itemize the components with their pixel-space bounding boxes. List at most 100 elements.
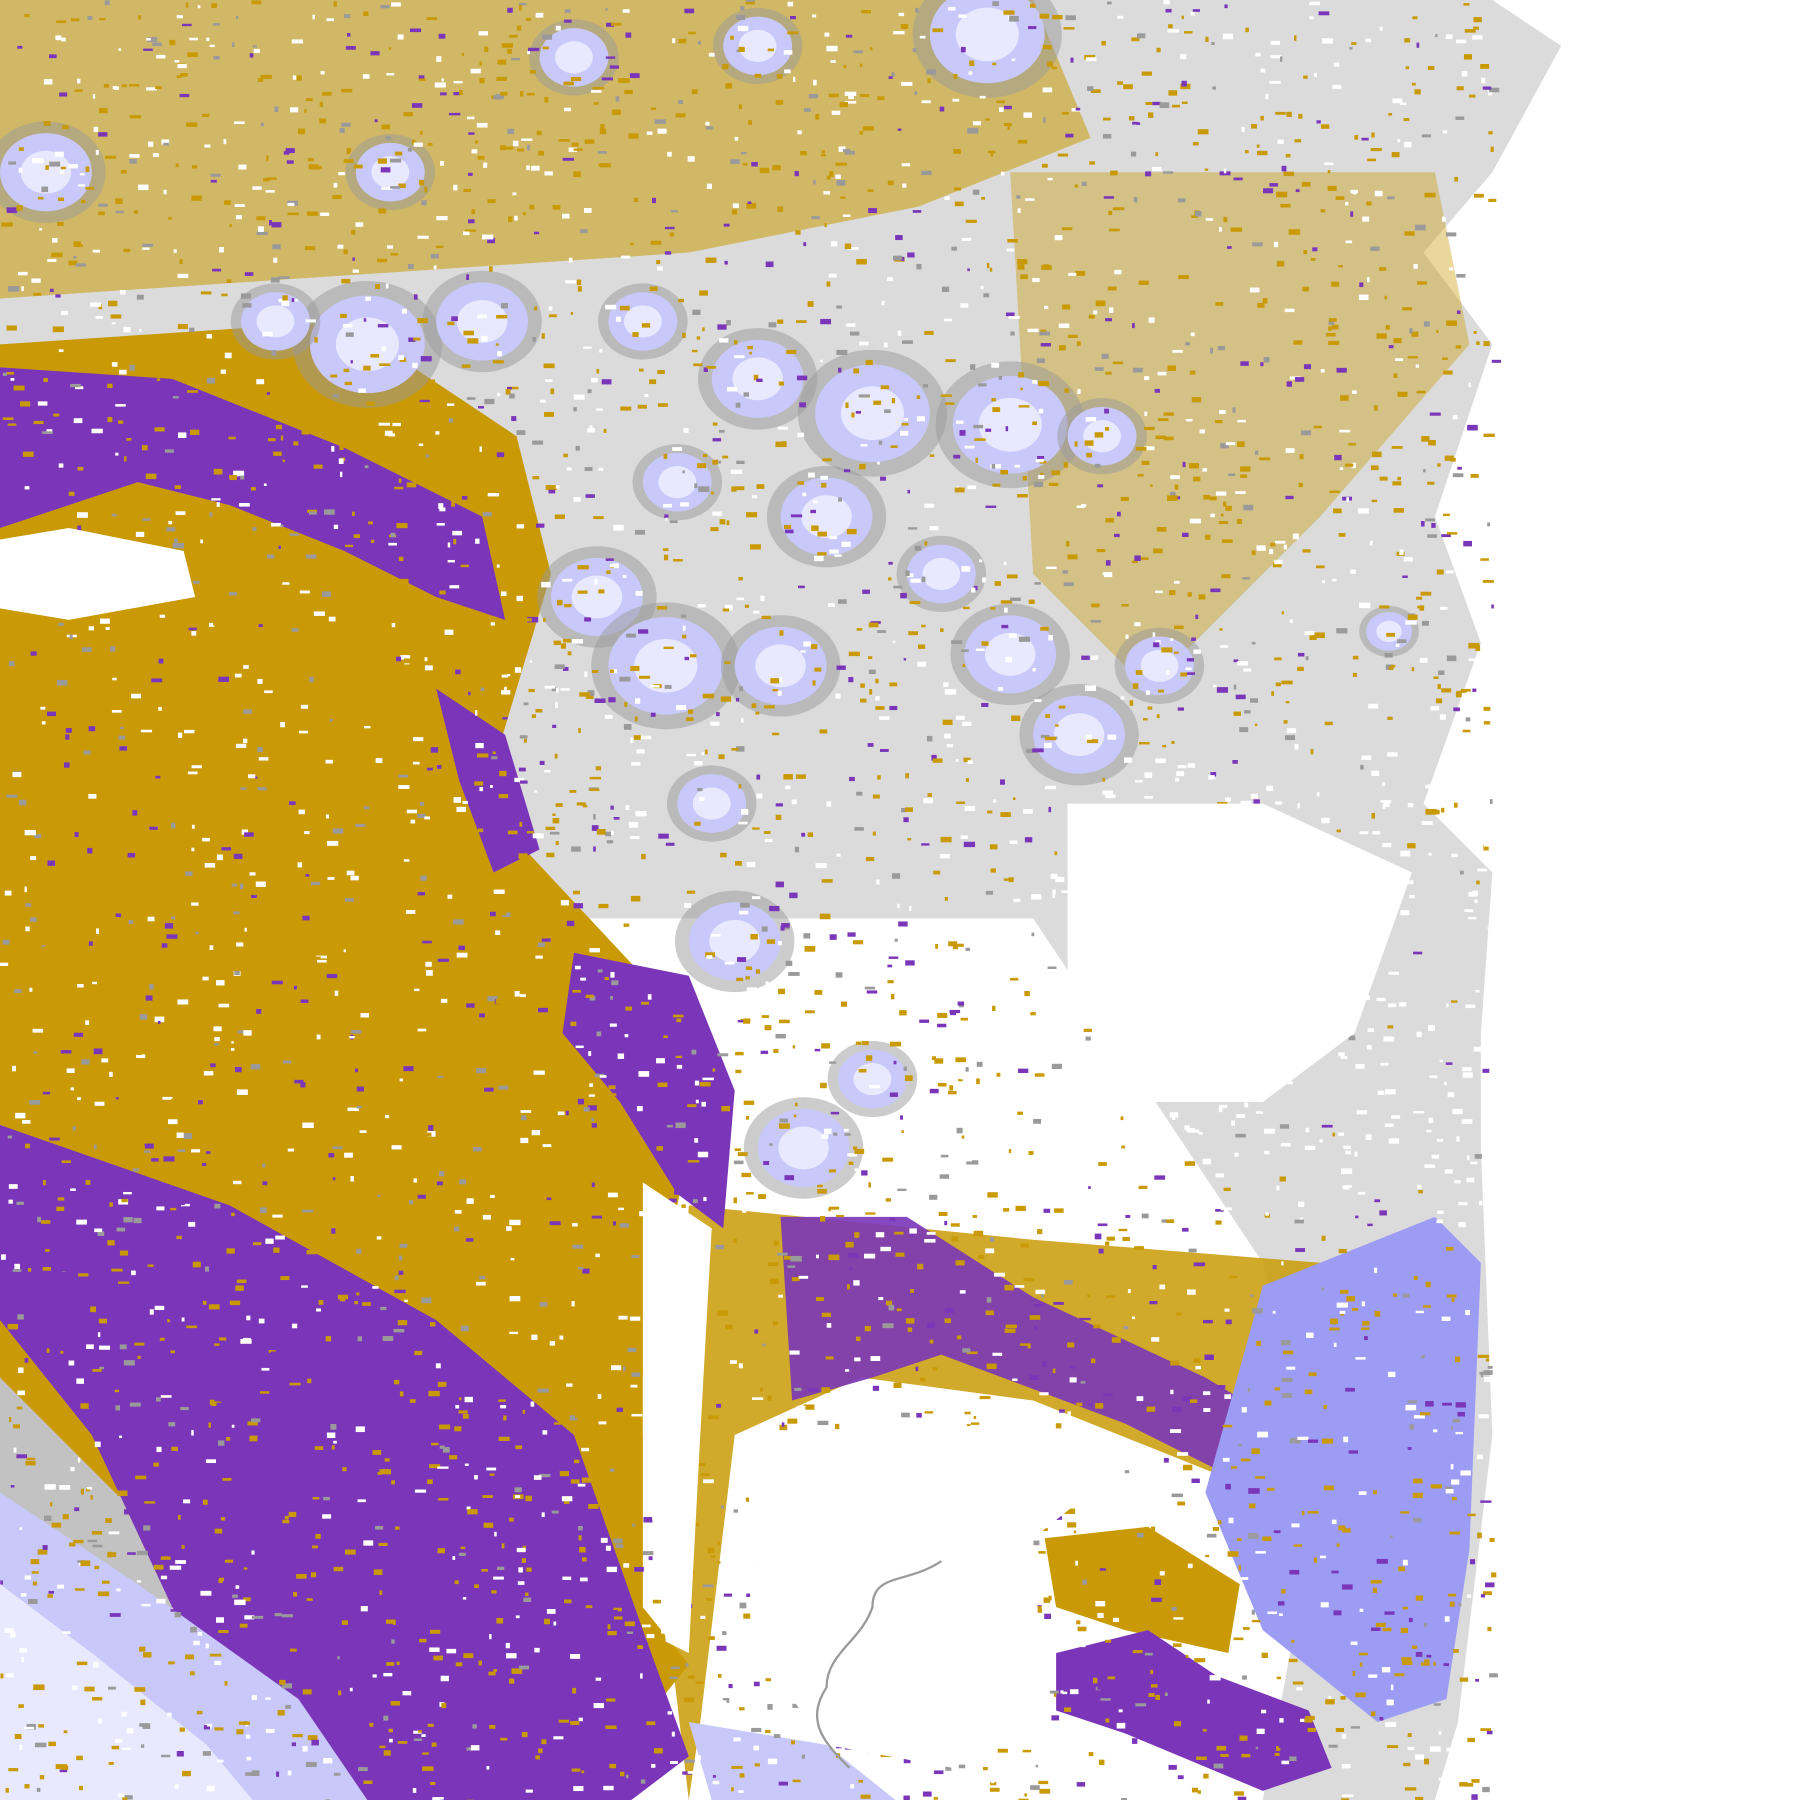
speckle xyxy=(458,1397,462,1401)
speckle xyxy=(1352,390,1357,395)
speckle xyxy=(888,561,893,565)
speckle xyxy=(1390,1535,1393,1539)
speckle xyxy=(960,46,966,53)
cloud-cell xyxy=(571,575,623,619)
speckle xyxy=(577,590,588,594)
speckle xyxy=(1069,1689,1079,1695)
speckle xyxy=(1305,1127,1310,1133)
speckle xyxy=(830,60,836,63)
speckle xyxy=(1182,1396,1192,1402)
speckle xyxy=(1039,1788,1051,1794)
speckle xyxy=(111,362,118,367)
cloud-cell xyxy=(955,7,1019,62)
speckle xyxy=(1413,1275,1418,1281)
speckle xyxy=(68,164,79,169)
speckle xyxy=(1100,1698,1111,1701)
speckle xyxy=(720,1505,724,1509)
speckle xyxy=(705,952,715,958)
speckle xyxy=(402,1171,409,1178)
speckle xyxy=(133,210,139,214)
speckle xyxy=(814,667,822,672)
speckle xyxy=(3,965,10,971)
speckle xyxy=(424,657,428,662)
speckle xyxy=(1399,552,1404,555)
speckle xyxy=(584,467,593,472)
speckle xyxy=(213,56,220,60)
speckle xyxy=(1109,228,1120,232)
speckle xyxy=(587,1105,597,1111)
speckle xyxy=(584,617,592,622)
speckle xyxy=(452,973,462,979)
speckle xyxy=(1097,1223,1108,1227)
speckle xyxy=(568,257,573,263)
speckle xyxy=(1156,527,1167,532)
speckle xyxy=(1221,539,1233,543)
speckle xyxy=(1487,563,1498,568)
speckle xyxy=(929,961,934,966)
speckle xyxy=(39,1364,44,1370)
speckle xyxy=(1418,1189,1423,1194)
speckle xyxy=(743,392,749,397)
speckle xyxy=(845,323,856,327)
speckle xyxy=(407,1715,415,1719)
speckle xyxy=(474,781,484,786)
speckle xyxy=(687,1160,700,1163)
speckle xyxy=(518,1665,530,1670)
speckle xyxy=(820,154,826,157)
speckle xyxy=(934,999,940,1003)
speckle xyxy=(161,943,170,948)
speckle xyxy=(127,852,136,858)
speckle xyxy=(956,1335,962,1340)
speckle xyxy=(569,1415,578,1421)
speckle xyxy=(164,923,174,929)
speckle xyxy=(565,280,577,284)
speckle xyxy=(1464,749,1473,756)
speckle xyxy=(280,435,284,441)
speckle xyxy=(421,1132,432,1137)
speckle xyxy=(1411,331,1419,337)
speckle xyxy=(185,2,189,8)
speckle xyxy=(344,14,351,19)
speckle xyxy=(358,908,364,914)
speckle xyxy=(93,126,99,132)
speckle xyxy=(326,1220,330,1226)
speckle xyxy=(1027,1795,1035,1800)
speckle xyxy=(945,359,956,363)
speckle xyxy=(1127,1289,1131,1294)
speckle xyxy=(378,422,391,426)
speckle xyxy=(917,1085,921,1091)
speckle xyxy=(903,658,907,661)
speckle xyxy=(52,326,64,333)
speckle xyxy=(1144,772,1153,778)
speckle xyxy=(1068,1076,1073,1080)
speckle xyxy=(1459,1782,1468,1787)
speckle xyxy=(1218,227,1222,232)
speckle xyxy=(1413,1111,1425,1114)
speckle xyxy=(1487,1365,1493,1369)
speckle xyxy=(1088,1186,1091,1189)
speckle xyxy=(302,1745,308,1752)
speckle xyxy=(779,1019,790,1024)
speckle xyxy=(843,469,851,473)
speckle xyxy=(496,1617,504,1624)
speckle xyxy=(733,1238,737,1244)
speckle xyxy=(566,1383,573,1387)
speckle xyxy=(656,1146,663,1151)
speckle xyxy=(1173,1721,1182,1727)
speckle xyxy=(439,92,447,96)
speckle xyxy=(1281,1760,1290,1765)
speckle xyxy=(1118,1709,1123,1713)
speckle xyxy=(352,824,357,831)
speckle xyxy=(573,171,581,178)
speckle xyxy=(534,306,538,311)
speckle xyxy=(1451,1479,1460,1485)
speckle xyxy=(520,869,525,872)
speckle xyxy=(105,627,110,631)
speckle xyxy=(895,235,903,241)
speckle xyxy=(475,743,484,749)
speckle xyxy=(750,933,758,940)
speckle xyxy=(164,1128,176,1133)
speckle xyxy=(815,863,827,869)
speckle xyxy=(211,3,218,8)
speckle xyxy=(455,1405,460,1409)
